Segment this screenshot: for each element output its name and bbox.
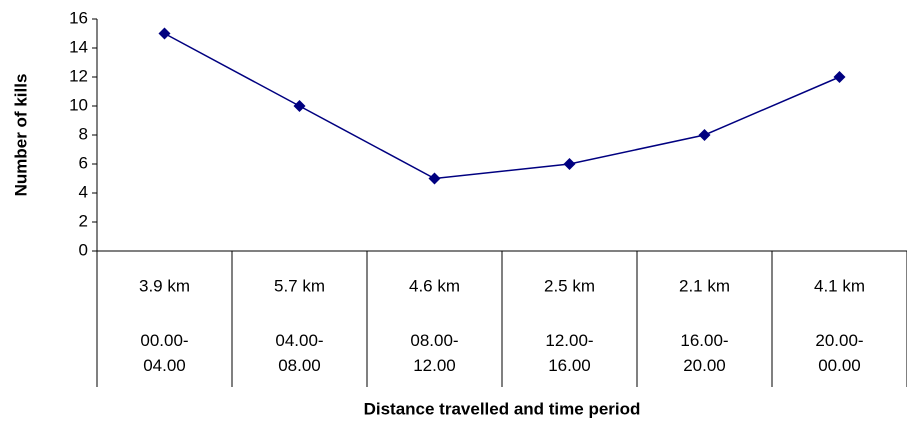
y-tick-label: 16 [69,8,88,27]
x-tick-label: 3.9 km [139,276,190,295]
data-point [563,158,576,170]
x-tick-label: 4.1 km [814,276,865,295]
x-tick-label: 2.5 km [544,276,595,295]
data-point [158,27,171,40]
y-tick-label: 8 [79,124,88,143]
time-period-label: 08.00-12.00 [410,331,459,375]
y-tick-label: 12 [69,66,88,85]
y-axis-title: Number of kills [11,74,30,197]
x-axis-title: Distance travelled and time period [364,399,641,418]
x-tick-label: 4.6 km [409,276,460,295]
y-tick-label: 6 [79,153,88,172]
x-tick-label: 5.7 km [274,276,325,295]
time-period-label: 20.00-00.00 [815,331,864,375]
y-tick-label: 0 [79,240,88,259]
data-point [428,172,441,185]
data-point [293,100,306,112]
time-period-label: 04.00-08.00 [275,331,324,375]
y-tick-label: 4 [79,182,88,201]
time-period-label: 12.00-16.00 [545,331,594,375]
time-period-label: 00.00-04.00 [140,331,189,375]
y-tick-label: 14 [69,37,88,56]
y-tick-label: 10 [69,95,88,114]
time-period-label: 16.00-20.00 [680,331,729,375]
data-point [833,71,846,83]
data-line [164,32,840,180]
data-point [698,129,711,141]
y-tick-label: 2 [79,211,88,230]
x-tick-label: 2.1 km [679,276,730,295]
